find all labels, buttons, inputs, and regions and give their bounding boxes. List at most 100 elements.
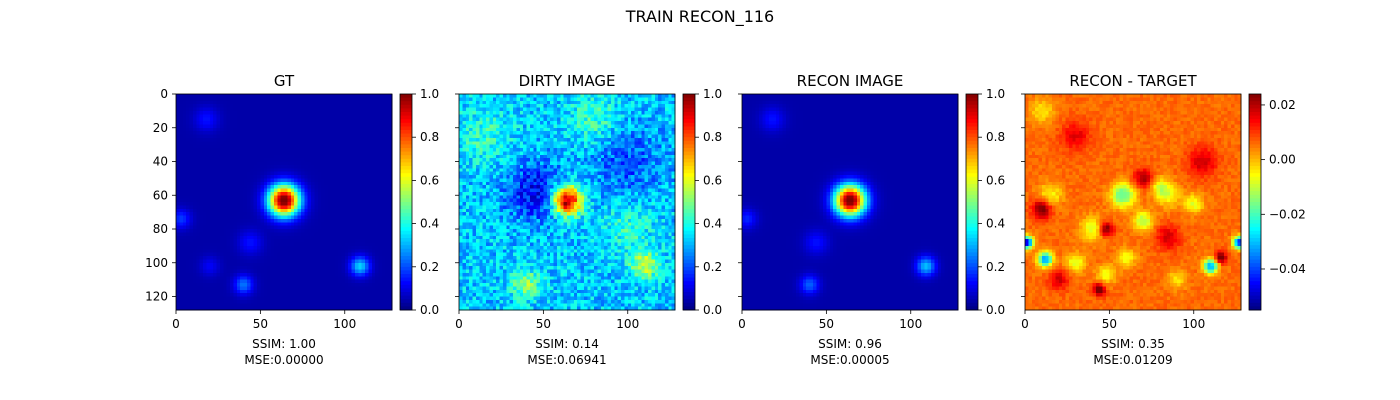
- heatmap-cell: [219, 279, 224, 284]
- heatmap-cell: [381, 296, 386, 301]
- heatmap-cell: [216, 144, 221, 149]
- heatmap-cell: [179, 232, 184, 237]
- heatmap-cell: [300, 269, 305, 274]
- heatmap-cell: [300, 215, 305, 220]
- heatmap-cell: [321, 218, 325, 223]
- heatmap-cell: [257, 164, 261, 169]
- heatmap-cell: [307, 286, 312, 291]
- heatmap-cell: [499, 94, 504, 98]
- heatmap-cell: [199, 100, 204, 105]
- heatmap-cell: [199, 269, 204, 274]
- heatmap-cell: [489, 131, 494, 135]
- heatmap-cell: [257, 107, 261, 112]
- heatmap-cell: [311, 131, 315, 135]
- heatmap-cell: [284, 306, 288, 311]
- heatmap-cell: [213, 239, 217, 243]
- heatmap-cell: [577, 100, 581, 105]
- heatmap-cell: [361, 289, 366, 294]
- heatmap-cell: [219, 276, 224, 280]
- heatmap-cell: [351, 256, 356, 260]
- heatmap-cell: [246, 181, 251, 186]
- heatmap-cell: [176, 252, 180, 257]
- heatmap-cell: [236, 191, 241, 196]
- heatmap-cell: [284, 107, 288, 112]
- heatmap-cell: [338, 225, 342, 230]
- heatmap-cell: [277, 188, 281, 193]
- heatmap-cell: [368, 256, 373, 260]
- heatmap-cell: [206, 104, 211, 108]
- heatmap-cell: [371, 259, 376, 264]
- heatmap-cell: [287, 259, 292, 264]
- heatmap-cell: [273, 249, 278, 253]
- heatmap-cell: [182, 212, 187, 216]
- heatmap-cell: [556, 127, 561, 132]
- heatmap-cell: [233, 232, 238, 237]
- heatmap-cell: [371, 137, 376, 142]
- heatmap-cell: [385, 299, 389, 304]
- heatmap-cell: [223, 245, 227, 250]
- heatmap-cell: [381, 127, 386, 132]
- heatmap-cell: [290, 97, 295, 102]
- heatmap-cell: [317, 181, 322, 186]
- heatmap-cell: [257, 154, 261, 159]
- heatmap-cell: [475, 117, 480, 122]
- heatmap-cell: [186, 259, 190, 264]
- heatmap-cell: [502, 121, 507, 125]
- heatmap-cell: [253, 181, 258, 186]
- heatmap-cell: [465, 127, 470, 132]
- heatmap-cell: [502, 97, 507, 102]
- heatmap-cell: [213, 94, 217, 98]
- heatmap-cell: [203, 252, 207, 257]
- heatmap-cell: [344, 178, 349, 183]
- heatmap-cell: [368, 131, 373, 135]
- heatmap-cell: [358, 256, 362, 260]
- heatmap-cell: [378, 117, 383, 122]
- heatmap-cell: [560, 94, 564, 98]
- heatmap-cell: [368, 299, 373, 304]
- heatmap-cell: [324, 259, 329, 264]
- heatmap-cell: [338, 148, 342, 152]
- heatmap-cell: [523, 134, 527, 139]
- heatmap-cell: [280, 97, 285, 102]
- heatmap-cell: [240, 191, 244, 196]
- heatmap-cell: [304, 245, 308, 250]
- heatmap-cell: [294, 185, 298, 189]
- heatmap-cell: [213, 299, 217, 304]
- heatmap-cell: [338, 239, 342, 243]
- heatmap-cell: [304, 272, 308, 277]
- heatmap-cell: [307, 229, 312, 233]
- heatmap-cell: [381, 299, 386, 304]
- heatmap-cell: [263, 154, 268, 159]
- heatmap-cell: [311, 229, 315, 233]
- heatmap-cell: [250, 107, 254, 112]
- heatmap-cell: [375, 114, 379, 118]
- heatmap-cell: [182, 144, 187, 149]
- heatmap-cell: [317, 178, 322, 183]
- heatmap-cell: [321, 134, 325, 139]
- heatmap-cell: [284, 279, 288, 284]
- heatmap-cell: [617, 124, 622, 129]
- heatmap-cell: [307, 161, 312, 166]
- heatmap-cell: [341, 205, 346, 210]
- heatmap-cell: [290, 181, 295, 186]
- colorbar-segment: [400, 274, 412, 278]
- heatmap-cell: [226, 144, 231, 149]
- heatmap-cell: [253, 195, 258, 199]
- heatmap-cell: [375, 286, 379, 291]
- heatmap-cell: [284, 289, 288, 294]
- heatmap-cell: [307, 198, 312, 203]
- heatmap-cell: [226, 117, 231, 122]
- heatmap-cell: [664, 94, 669, 98]
- heatmap-cell: [277, 178, 281, 183]
- heatmap-cell: [300, 94, 305, 98]
- heatmap-cell: [314, 124, 319, 129]
- heatmap-cell: [287, 114, 292, 118]
- heatmap-cell: [267, 181, 271, 186]
- heatmap-cell: [607, 117, 612, 122]
- heatmap-cell: [216, 191, 221, 196]
- heatmap-cell: [361, 276, 366, 280]
- heatmap-cell: [246, 110, 251, 115]
- heatmap-cell: [287, 107, 292, 112]
- heatmap-cell: [277, 256, 281, 260]
- heatmap-cell: [280, 144, 285, 149]
